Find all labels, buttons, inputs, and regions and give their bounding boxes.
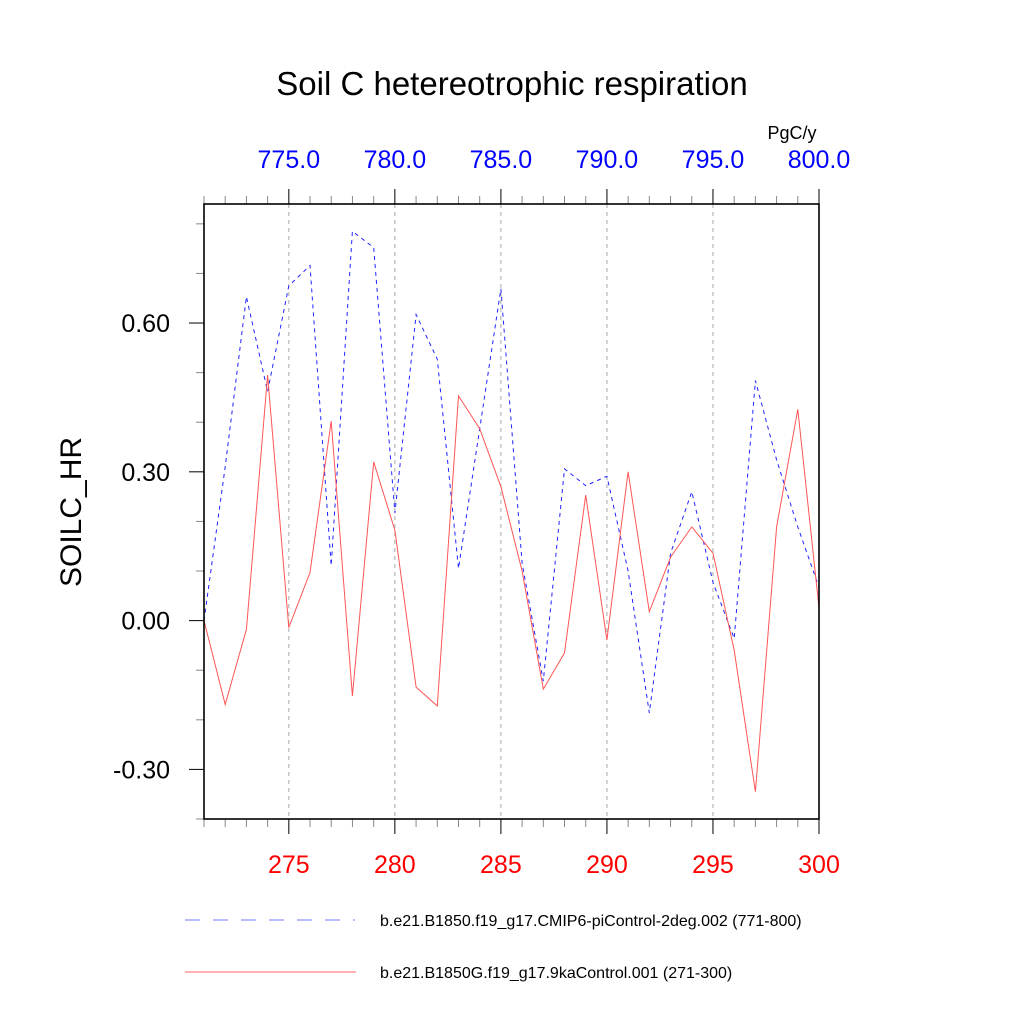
plot-frame (203, 203, 820, 820)
axis-ticks (189, 189, 820, 834)
x-bottom-tick-label: 285 (480, 851, 522, 879)
x-top-tick-label: 785.0 (470, 146, 533, 174)
y-axis-label: SOILC_HR (55, 437, 88, 587)
legend: b.e21.B1850.f19_g17.CMIP6-piControl-2deg… (185, 913, 802, 982)
y-tick-label: 0.30 (121, 459, 170, 487)
series-line-piControl (203, 230, 820, 713)
x-top-tick-label: 800.0 (788, 146, 851, 174)
legend-label-red: b.e21.B1850G.f19_g17.9kaControl.001 (271… (380, 965, 732, 982)
x-bottom-tick-label: 300 (798, 851, 840, 879)
x-bottom-tick-label: 275 (268, 851, 310, 879)
x-top-tick-label: 780.0 (364, 146, 427, 174)
y-tick-label: 0.60 (121, 310, 170, 338)
x-top-tick-label: 790.0 (576, 146, 639, 174)
chart-title: Soil C hetereotrophic respiration (276, 65, 747, 102)
y-tick-label: 0.00 (121, 608, 170, 636)
x-bottom-tick-label: 280 (374, 851, 416, 879)
legend-label-blue: b.e21.B1850.f19_g17.CMIP6-piControl-2deg… (380, 913, 802, 930)
tick-labels: 275 280 285 290 295 300 775.0 780.0 785.0 790.0 79… (113, 146, 850, 879)
x-top-tick-label: 795.0 (682, 146, 745, 174)
series-line-9kaControl (203, 375, 820, 792)
x-bottom-tick-label: 295 (692, 851, 734, 879)
grid-lines (288, 204, 714, 819)
y-tick-label: -0.30 (113, 756, 170, 784)
x-top-tick-label: 775.0 (258, 146, 321, 174)
x-bottom-tick-label: 290 (586, 851, 628, 879)
units-label: PgC/y (767, 123, 816, 143)
series-lines (203, 230, 820, 792)
